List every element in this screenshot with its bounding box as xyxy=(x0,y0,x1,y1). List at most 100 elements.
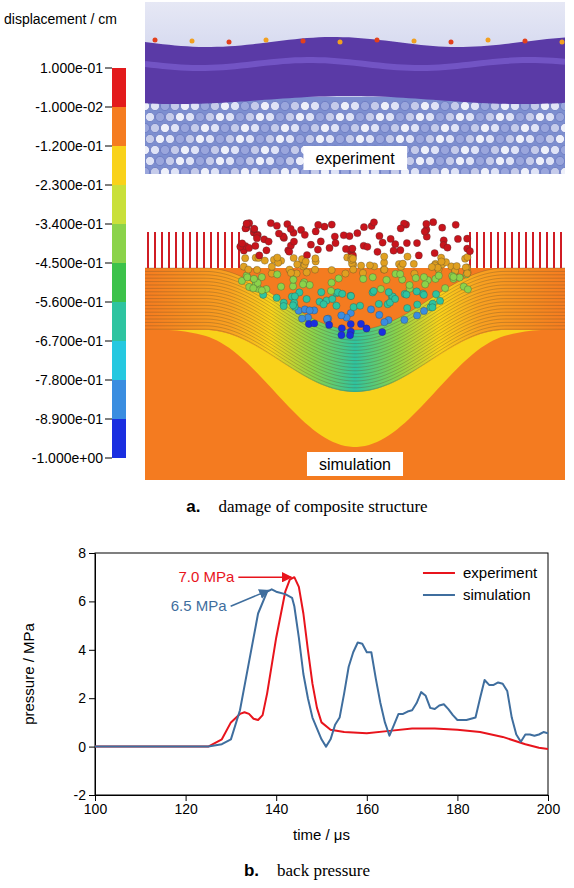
simulation-particle xyxy=(286,248,293,255)
experiment-grain xyxy=(525,112,534,121)
simulation-particle xyxy=(370,219,377,226)
simulation-particle xyxy=(253,235,260,242)
experiment-grain xyxy=(145,112,154,121)
experiment-grain xyxy=(230,123,239,132)
x-axis-title: time / μs xyxy=(293,826,350,843)
experiment-grain xyxy=(215,112,224,121)
experiment-grain xyxy=(230,145,239,154)
simulation-particle xyxy=(381,253,388,260)
experiment-grain xyxy=(510,123,519,132)
simulation-particle xyxy=(381,319,388,326)
simulation-particle xyxy=(370,287,377,294)
experiment-speck xyxy=(264,38,269,43)
experiment-grain xyxy=(405,112,414,121)
simulation-particle xyxy=(350,304,357,311)
simulation-particle xyxy=(242,255,249,262)
experiment-grain xyxy=(265,112,274,121)
y-tick-mark xyxy=(89,601,95,602)
experiment-grain xyxy=(530,167,539,174)
experiment-grain xyxy=(205,134,214,143)
simulation-particle xyxy=(339,290,346,297)
simulation-particle xyxy=(381,266,388,273)
experiment-grain-bed xyxy=(145,97,565,174)
experiment-grain xyxy=(240,101,249,110)
experiment-label-box xyxy=(303,146,407,170)
simulation-particle xyxy=(376,232,383,239)
figure: displacement / cm1.000e-01-1.000e-02-1.2… xyxy=(0,0,574,888)
experiment-grain xyxy=(250,123,259,132)
experiment-grain xyxy=(355,112,364,121)
experiment-label: experiment xyxy=(315,150,395,167)
experiment-grain xyxy=(420,101,429,110)
caption-b-letter: b. xyxy=(244,861,259,880)
experiment-grain xyxy=(560,167,565,174)
experiment-grain xyxy=(280,101,289,110)
simulation-particle xyxy=(374,248,381,255)
colorbar-tick xyxy=(105,107,112,108)
simulation-particle xyxy=(420,307,427,314)
experiment-grain xyxy=(535,156,544,165)
experiment-grain xyxy=(185,134,194,143)
annotation-label: 7.0 MPa xyxy=(178,568,235,585)
simulation-particle xyxy=(326,321,333,328)
experiment-grain xyxy=(515,156,524,165)
simulation-particle xyxy=(311,320,318,327)
experiment-grain xyxy=(420,123,429,132)
experiment-grain xyxy=(505,134,514,143)
experiment-grain xyxy=(545,112,554,121)
experiment-grain xyxy=(145,123,150,132)
simulation-particle xyxy=(312,228,319,235)
experiment-grain xyxy=(410,167,419,174)
simulation-particle xyxy=(366,262,373,269)
colorbar-tick xyxy=(105,185,112,186)
simulation-layer-line xyxy=(145,326,565,388)
experiment-speck xyxy=(486,38,491,43)
experiment-grain xyxy=(335,134,344,143)
experiment-grain xyxy=(250,101,259,110)
simulation-layer-line xyxy=(145,302,565,364)
simulation-particle xyxy=(338,312,345,319)
experiment-grain xyxy=(535,134,544,143)
experiment-grain xyxy=(555,112,564,121)
experiment-grain xyxy=(405,134,414,143)
y-tick-mark xyxy=(89,650,95,651)
simulation-layer-line xyxy=(145,305,565,367)
experiment-grain xyxy=(455,134,464,143)
simulation-layer-line xyxy=(145,271,565,333)
experiment-grain xyxy=(165,134,174,143)
experiment-grain xyxy=(250,167,259,174)
experiment-grain xyxy=(395,112,404,121)
simulation-particle xyxy=(397,225,404,232)
simulation-particle xyxy=(442,285,449,292)
simulation-particle xyxy=(354,230,361,237)
simulation-particle xyxy=(414,301,421,308)
experiment-grain xyxy=(235,156,244,165)
experiment-speck xyxy=(412,39,417,44)
experiment-grain xyxy=(500,167,509,174)
caption-b: b.back pressure xyxy=(244,861,370,880)
simulation-base xyxy=(145,268,565,480)
simulation-label: simulation xyxy=(319,456,391,473)
simulation-particle xyxy=(423,220,430,227)
experiment-grain xyxy=(175,112,184,121)
x-tick-label: 100 xyxy=(84,801,108,817)
experiment-grain xyxy=(380,101,389,110)
experiment-grain xyxy=(285,112,294,121)
simulation-spike xyxy=(560,232,562,268)
experiment-grain xyxy=(415,134,424,143)
simulation-particle xyxy=(350,266,357,273)
experiment-grain xyxy=(505,112,514,121)
experiment-grain xyxy=(340,101,349,110)
experiment-grain xyxy=(560,123,565,132)
simulation-particle xyxy=(327,287,334,294)
colorbar: displacement / cm1.000e-01-1.000e-02-1.2… xyxy=(4,11,126,466)
simulation-particle xyxy=(413,312,420,319)
simulation-particle xyxy=(346,332,353,339)
experiment-grain xyxy=(375,112,384,121)
experiment-grain xyxy=(540,123,549,132)
experiment-grain xyxy=(365,134,374,143)
simulation-particle xyxy=(290,276,297,283)
experiment-grain xyxy=(480,167,489,174)
experiment-grain xyxy=(525,156,534,165)
simulation-particle xyxy=(318,289,325,296)
